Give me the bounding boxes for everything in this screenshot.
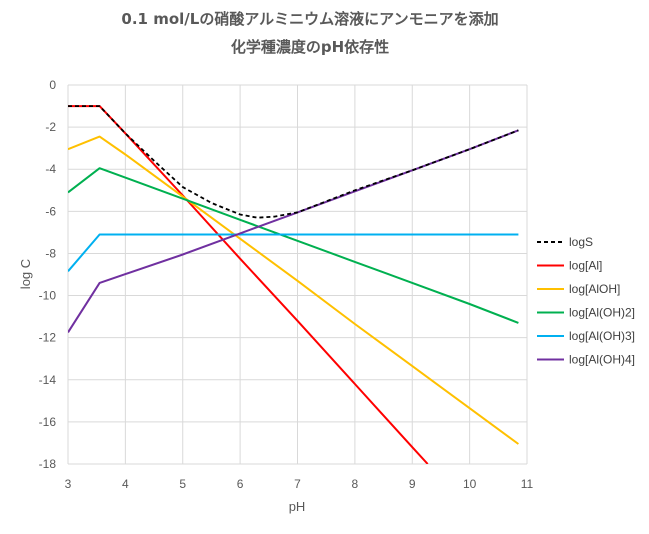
series-line-log[Al] xyxy=(68,105,429,464)
x-tick-label: 10 xyxy=(463,477,477,491)
y-tick-label: -6 xyxy=(45,204,56,218)
legend-label: log[Al(OH)4] xyxy=(569,353,635,367)
gridlines xyxy=(67,84,528,465)
y-axis-label: log C xyxy=(18,259,33,289)
y-tick-label: -14 xyxy=(39,373,57,387)
y-tick-label: -12 xyxy=(39,331,57,345)
chart-subtitle: 化学種濃度のpH依存性 xyxy=(231,38,389,56)
x-tick-label: 8 xyxy=(352,477,359,491)
y-tick-label: -4 xyxy=(45,162,56,176)
y-tick-label: -10 xyxy=(39,289,57,303)
legend-label: log[Al(OH)3] xyxy=(569,329,635,343)
series-line-log[Al(OH)2] xyxy=(68,167,519,324)
legend: logS log[Al] log[AlOH] log[Al(OH)2] log[Al(O… xyxy=(537,235,635,367)
x-axis-label: pH xyxy=(289,499,306,514)
x-tick-label: 11 xyxy=(521,477,534,491)
x-tick-label: 4 xyxy=(122,477,129,491)
series-line-log[Al(OH)4] xyxy=(68,129,519,333)
series-line-logS xyxy=(68,105,519,219)
plot-area xyxy=(68,105,519,464)
y-tick-label: -16 xyxy=(39,415,57,429)
chart-title: 0.1 mol/Lの硝酸アルミニウム溶液にアンモニアを添加 xyxy=(121,10,498,28)
tick-labels: 3 4 5 6 7 8 9 10 11 0 -2 -4 -6 -8 -10 -12 -14 -16 -18 xyxy=(39,78,534,491)
y-tick-label: -8 xyxy=(45,246,56,260)
x-tick-label: 9 xyxy=(409,477,416,491)
series-line-log[Al(OH)3] xyxy=(68,233,519,272)
legend-label: log[Al(OH)2] xyxy=(569,306,635,320)
x-tick-label: 3 xyxy=(65,477,72,491)
legend-label: logS xyxy=(569,235,593,249)
y-tick-label: -2 xyxy=(45,120,56,134)
legend-label: log[Al] xyxy=(569,259,602,273)
y-tick-label: 0 xyxy=(49,78,56,92)
x-tick-label: 7 xyxy=(294,477,301,491)
y-tick-label: -18 xyxy=(39,457,57,471)
x-tick-label: 5 xyxy=(179,477,186,491)
legend-label: log[AlOH] xyxy=(569,282,620,296)
series-line-log[AlOH] xyxy=(68,135,519,445)
x-tick-label: 6 xyxy=(237,477,244,491)
